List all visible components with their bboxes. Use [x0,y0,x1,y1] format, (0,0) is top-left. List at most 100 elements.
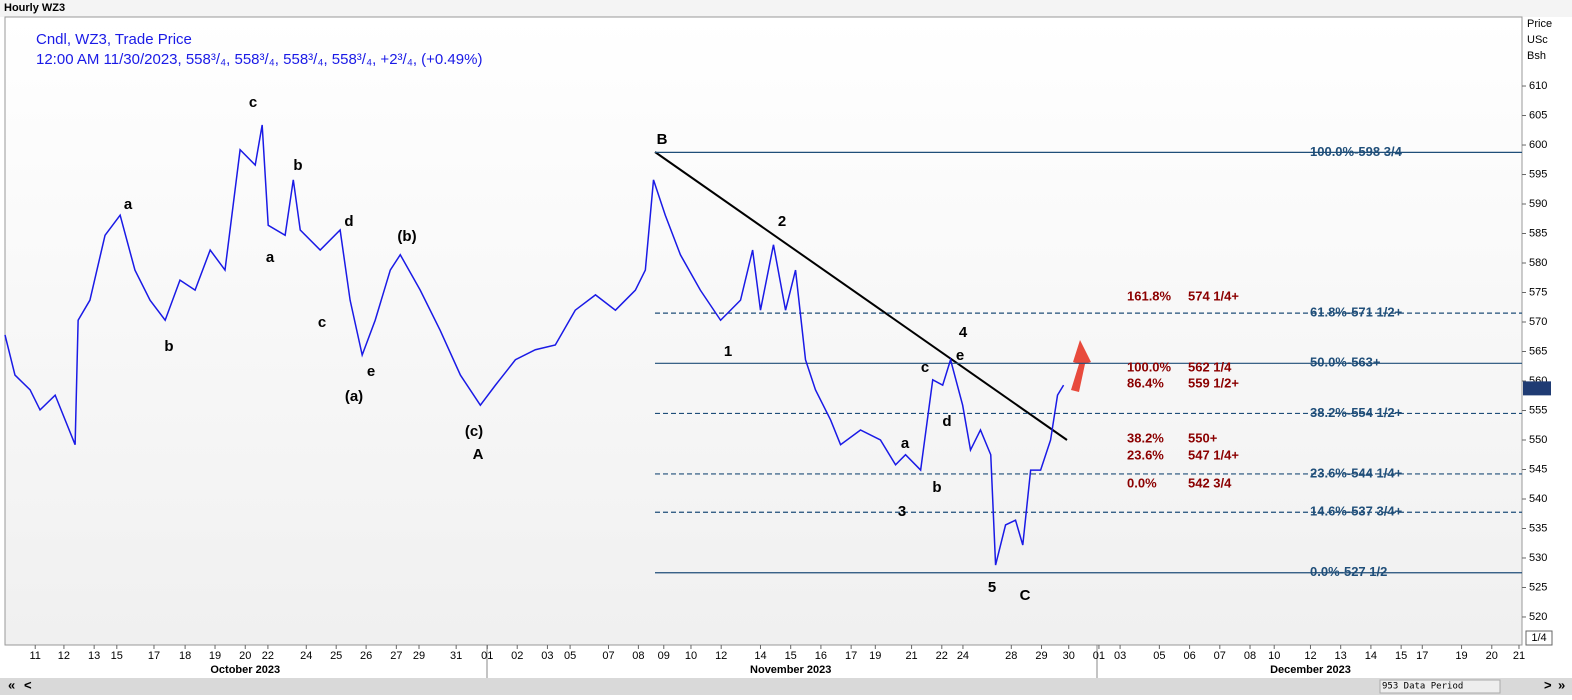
y-tick-label: 525 [1529,581,1547,593]
x-tick-label: 03 [1114,650,1126,662]
x-tick-label: 17 [845,650,857,662]
wave-label: e [367,363,375,380]
trend-line [654,151,1068,441]
x-tick-label: 15 [1395,650,1407,662]
wave-label: c [318,314,326,331]
projection-price: 550+ [1188,430,1218,445]
y-tick-label: 580 [1529,257,1547,269]
y-tick-label: 605 [1529,109,1547,121]
wave-label: C [1020,587,1031,604]
x-tick-label: 11 [30,650,41,662]
projection-percent: 100.0% [1127,359,1172,374]
fib-level-label: 38.2%-554 1/2+ [1310,405,1403,420]
x-tick-label: 26 [360,650,372,662]
x-tick-label: 18 [179,650,191,662]
x-tick-label: 20 [1486,650,1498,662]
wave-label: 1 [724,343,732,360]
price-line [4,124,1065,566]
x-tick-label: 13 [1335,650,1347,662]
wave-label: c [249,94,257,111]
plot-area [4,16,1523,646]
x-tick-label: 12 [1304,650,1316,662]
x-tick-label: 19 [869,650,881,662]
y-tick-label: 550 [1529,434,1547,446]
wave-label: (c) [465,423,483,440]
x-tick-label: 30 [1063,650,1075,662]
scroll-button[interactable]: » [1558,677,1565,692]
fib-level-label: 100.0%-598 3/4 [1310,144,1403,159]
y-tick-label: 530 [1529,552,1547,564]
x-tick-label: 02 [511,650,523,662]
y-tick-label: 545 [1529,463,1547,475]
y-tick-label: 585 [1529,227,1547,239]
projection-percent: 86.4% [1127,375,1164,390]
projection-percent: 161.8% [1127,288,1172,303]
y-tick-label: 570 [1529,316,1547,328]
y-tick-label: 595 [1529,168,1547,180]
x-tick-label: 01 [1093,650,1105,662]
y-tick-label: 555 [1529,404,1547,416]
y-tick-label: 610 [1529,80,1547,92]
x-tick-label: 10 [1268,650,1280,662]
scale-box[interactable] [1525,630,1553,646]
wave-label: (a) [345,388,363,405]
projection-price: 559 1/2+ [1188,375,1239,390]
title-bar [0,0,1572,17]
x-tick-label: 10 [685,650,697,662]
month-label: November 2023 [750,664,831,676]
x-tick-label: 20 [239,650,251,662]
y-tick-label: 535 [1529,522,1547,534]
x-tick-label: 14 [1365,650,1377,662]
wave-label: b [293,157,302,174]
y-tick-label: 590 [1529,198,1547,210]
wave-label: b [164,338,173,355]
wave-label: c [921,359,929,376]
wave-label: b [932,479,941,496]
scroll-thumb[interactable] [1379,679,1501,694]
y-tick-label: 520 [1529,611,1547,623]
x-tick-label: 07 [1214,650,1226,662]
scroll-button[interactable]: > [1544,677,1552,692]
wave-label: d [344,213,353,230]
wave-label: 4 [959,324,968,341]
scrollbar[interactable] [0,678,1572,695]
y-tick-label: 600 [1529,139,1547,151]
projection-percent: 38.2% [1127,430,1164,445]
fib-level-label: 61.8%-571 1/2+ [1310,305,1403,320]
x-tick-label: 24 [957,650,969,662]
projection-percent: 23.6% [1127,447,1164,462]
x-tick-label: 25 [330,650,342,662]
x-tick-label: 12 [715,650,727,662]
x-tick-label: 14 [754,650,766,662]
wave-label: 3 [898,503,906,520]
legend-line: Cndl, WZ3, Trade Price [36,31,192,48]
scale-box-label: 1/4 [1531,632,1546,644]
month-label: December 2023 [1270,664,1351,676]
x-tick-label: 15 [785,650,797,662]
x-tick-label: 28 [1005,650,1017,662]
wave-label: (b) [397,228,416,245]
last-price-marker [1523,381,1551,396]
x-tick-label: 19 [1455,650,1467,662]
x-tick-label: 05 [1153,650,1165,662]
fib-level-label: 14.6%-537 3/4+ [1310,504,1403,519]
projection-price: 574 1/4+ [1188,288,1239,303]
scroll-button[interactable]: < [24,677,32,692]
wave-label: a [124,196,133,213]
x-tick-label: 29 [413,650,425,662]
projection-percent: 0.0% [1127,475,1157,490]
scroll-button[interactable]: « [8,677,15,692]
legend-line: 12:00 AM 11/30/2023, 558³/₄, 558³/₄, 558… [36,51,482,68]
fib-level-label: 50.0%-563+ [1310,355,1381,370]
y-tick-label: 540 [1529,493,1547,505]
wave-label: a [266,249,275,266]
x-tick-label: 22 [936,650,948,662]
x-tick-label: 15 [111,650,123,662]
y-axis-label: USc [1527,34,1548,46]
y-tick-label: 565 [1529,345,1547,357]
x-tick-label: 05 [564,650,576,662]
x-tick-label: 22 [262,650,274,662]
x-tick-label: 17 [148,650,160,662]
projection-price: 542 3/4 [1188,475,1232,490]
